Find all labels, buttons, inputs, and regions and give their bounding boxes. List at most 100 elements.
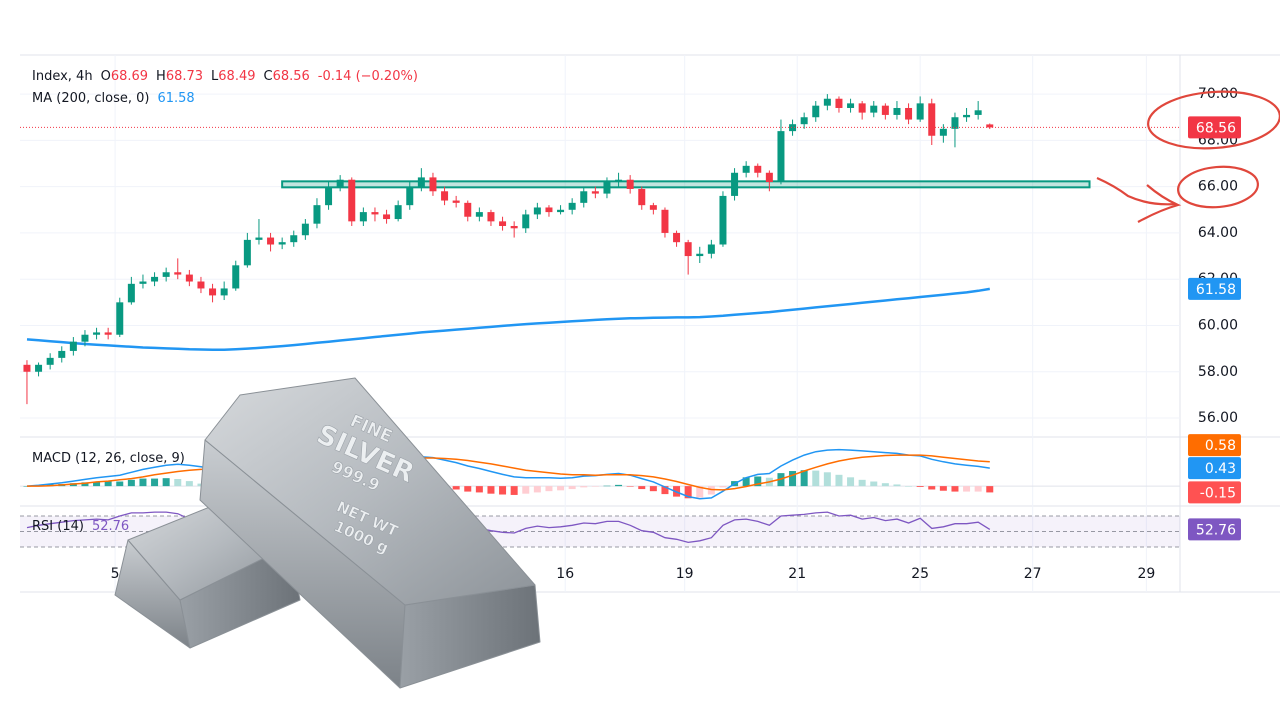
candle-body [777,131,785,183]
price-tag [1188,277,1241,300]
circle-annotation [1177,165,1259,209]
arrow-head [1137,184,1182,223]
histogram-bar [452,486,460,490]
candle-body [568,202,576,210]
histogram-bar [580,486,588,488]
histogram-bar [986,486,994,493]
candle-body [696,253,704,257]
candle-body [707,244,715,254]
histogram-bar [881,483,889,487]
candle-body [522,214,530,229]
price-tag-label: 0.43 [1205,461,1236,477]
candle-body [858,103,866,113]
histogram-bar [951,486,959,492]
legend-item: 61.58 [157,91,194,106]
candle-body [93,332,101,335]
histogram-bar [499,486,507,495]
candle-body [661,209,669,233]
resistance-zone [281,180,1091,189]
x-tick-label: 5 [111,566,120,582]
legend-item: MA (200, close, 0) [32,91,149,106]
candle-body [591,191,599,194]
y-tick-label: 66.00 [1198,179,1238,195]
legend-item: 68.73 [166,69,203,84]
candle-body [963,114,971,118]
candle-body [847,103,855,108]
y-tick-label: 70.00 [1198,86,1238,102]
histogram-bar [789,471,797,487]
candle-body [313,205,321,224]
histogram-bar [800,470,808,487]
candle-body [986,124,994,128]
histogram-bar [754,476,762,487]
y-tick-label: 58.00 [1198,364,1238,380]
price-tag-label: 61.58 [1196,282,1236,298]
candle-body [615,179,623,183]
x-tick-label: 21 [788,566,806,582]
candle-body [452,200,460,203]
price-tag-label: 68.56 [1196,120,1236,136]
price-tag-label: -0.15 [1200,485,1236,501]
histogram-bar [174,479,182,487]
histogram-bar [870,481,878,487]
candle-body [243,239,251,266]
candle-body [46,357,54,365]
histogram-bar [939,486,947,491]
histogram-bar [475,486,483,493]
candle-body [800,117,808,125]
legend-item: O [101,69,111,84]
histogram-bar [545,486,553,492]
candle-body [916,103,924,120]
candle-body [870,105,878,113]
macd-line [26,448,990,500]
legend-item: 68.69 [111,69,148,84]
candle-body [383,214,391,220]
histogram-bar [93,481,101,487]
histogram-bar [510,486,518,495]
price-tag [1188,457,1241,480]
candle-body [603,182,611,194]
histogram-bar [568,486,576,490]
legend: Index, 4h O68.69 H68.73 L68.49 C68.56 -0.14 (… [32,69,418,84]
x-tick-label: 16 [556,566,574,582]
histogram-bar [591,486,599,487]
candle-body [557,209,565,213]
legend-item: Index, 4h [32,69,93,84]
histogram-bar [487,486,495,494]
candle-body [638,188,646,206]
candle-body [185,274,193,282]
candle-body [580,191,588,203]
histogram-bar [812,470,820,487]
histogram-bar [522,486,530,494]
price-tag-label: 52.76 [1196,522,1236,538]
ma-line [26,287,991,352]
histogram-bar [742,477,750,487]
macd-line [27,454,990,491]
candle-body [127,283,135,303]
candle-body [475,212,483,217]
legend: MACD (12, 26, close, 9) [32,451,185,466]
histogram-bar [974,486,982,492]
histogram-bar [104,481,112,487]
y-tick-label: 60.00 [1198,317,1238,333]
candle-body [928,103,936,136]
histogram-bar [905,486,913,487]
histogram-bar [23,486,31,487]
y-tick-label: 64.00 [1198,225,1238,241]
candle-body [742,165,750,173]
candle-body [267,237,275,245]
legend-item: 52.76 [92,519,129,534]
candle-body [336,179,344,187]
histogram-bar [928,486,936,490]
histogram-bar [823,472,831,487]
candle-body [429,177,437,192]
hand-annotations [1096,90,1280,223]
histogram-bar [603,485,611,487]
histogram-bar [116,481,124,487]
histogram-bar [557,486,565,491]
histogram-bar [707,486,715,495]
price-tag-label: 0.58 [1205,438,1236,454]
candle-body [893,107,901,115]
candle-body [23,364,31,372]
x-tick-label: 27 [1024,566,1042,582]
